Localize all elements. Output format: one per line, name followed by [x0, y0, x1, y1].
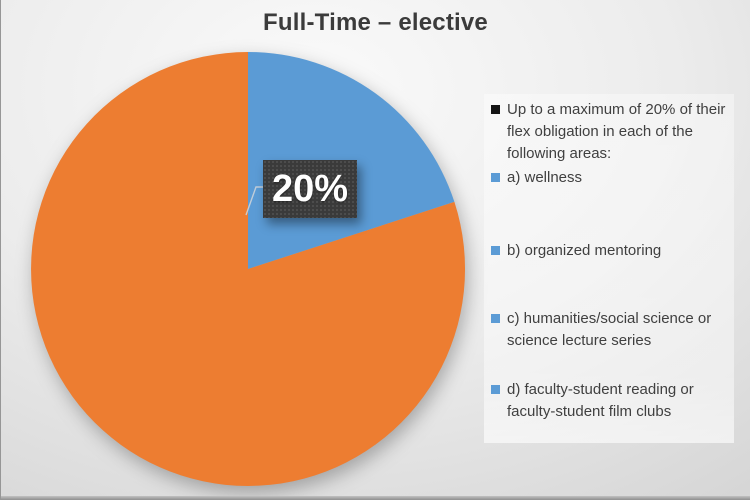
- label-leader-line: [245, 186, 265, 216]
- legend-item-label: c) humanities/social science or science …: [507, 310, 712, 349]
- legend-marker-icon: [491, 385, 500, 394]
- legend-item-label: b) organized mentoring: [507, 242, 662, 259]
- pie-data-label: 20%: [263, 160, 357, 218]
- legend-item-label: a) wellness: [507, 169, 583, 186]
- legend-item-label: Up to a maximum of 20% of their flex obl…: [507, 101, 726, 162]
- legend-marker-icon: [491, 314, 500, 323]
- chart-title: Full-Time – elective: [263, 9, 488, 36]
- legend-item: a) wellness: [491, 167, 730, 189]
- legend-item: c) humanities/social science or science …: [491, 308, 730, 352]
- legend: Up to a maximum of 20% of their flex obl…: [484, 94, 734, 443]
- legend-item: b) organized mentoring: [491, 240, 730, 262]
- pie-slices: [31, 51, 466, 487]
- legend-marker-icon: [491, 105, 500, 114]
- pie-slice-1: [31, 52, 466, 487]
- slide-bottom-edge: [1, 496, 750, 500]
- legend-item: Up to a maximum of 20% of their flex obl…: [491, 99, 730, 165]
- legend-marker-icon: [491, 173, 500, 182]
- legend-item-label: d) faculty-student reading or faculty-st…: [507, 381, 694, 420]
- legend-item: d) faculty-student reading or faculty-st…: [491, 379, 730, 423]
- pie-data-label-text: 20%: [271, 168, 349, 210]
- legend-marker-icon: [491, 246, 500, 255]
